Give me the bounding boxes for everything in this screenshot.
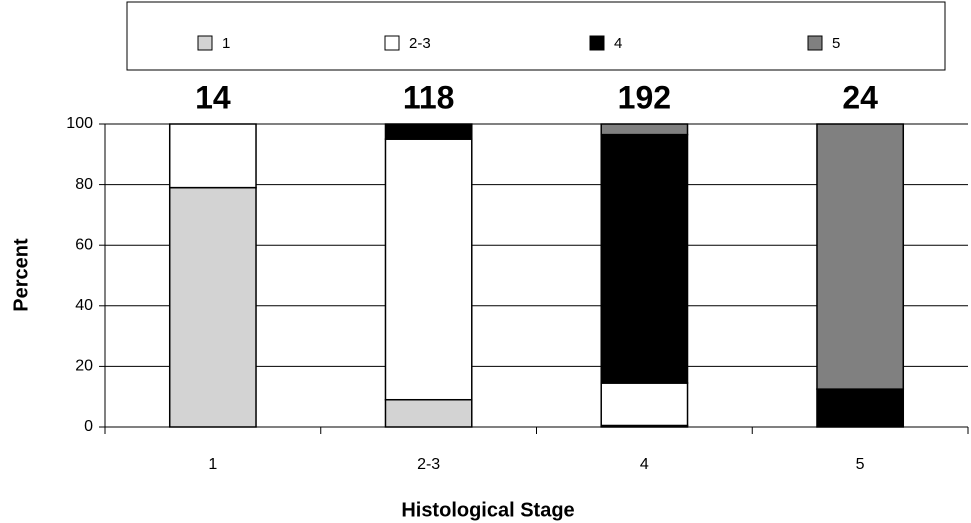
- bar-segment: [384, 398, 473, 428]
- bar-segment: [384, 123, 473, 140]
- y-axis-label: Percent: [10, 238, 32, 312]
- bar-total: 192: [618, 79, 671, 115]
- bar-total: 24: [842, 79, 878, 115]
- y-tick-label: 80: [75, 176, 93, 193]
- y-tick-label: 60: [75, 236, 93, 253]
- legend-swatch: [384, 35, 400, 51]
- legend-label: 1: [222, 35, 230, 52]
- bar-segment: [600, 123, 689, 136]
- bar-total: 14: [195, 79, 231, 115]
- bar-segment: [816, 388, 905, 428]
- bar-segment: [816, 123, 905, 390]
- bar-total: 118: [403, 79, 455, 115]
- y-tick-label: 20: [75, 358, 93, 375]
- bar-segment: [600, 133, 689, 384]
- x-tick-label: 5: [856, 456, 865, 473]
- bar-segment: [168, 123, 257, 189]
- legend-label: 5: [832, 35, 840, 52]
- bar-segment: [600, 382, 689, 427]
- x-tick-label: 2-3: [417, 456, 440, 473]
- legend-label: 2-3: [409, 35, 431, 52]
- y-tick-label: 0: [84, 418, 93, 435]
- x-axis-label: Histological Stage: [401, 499, 574, 521]
- legend-swatch: [589, 35, 605, 51]
- bar-segment: [168, 186, 257, 428]
- x-tick-label: 4: [640, 456, 649, 473]
- y-tick-label: 100: [66, 115, 93, 132]
- legend-swatch: [197, 35, 213, 51]
- legend-label: 4: [614, 35, 622, 52]
- bar-segment: [384, 138, 473, 401]
- legend-swatch: [807, 35, 823, 51]
- y-tick-label: 40: [75, 297, 93, 314]
- x-tick-label: 1: [208, 456, 217, 473]
